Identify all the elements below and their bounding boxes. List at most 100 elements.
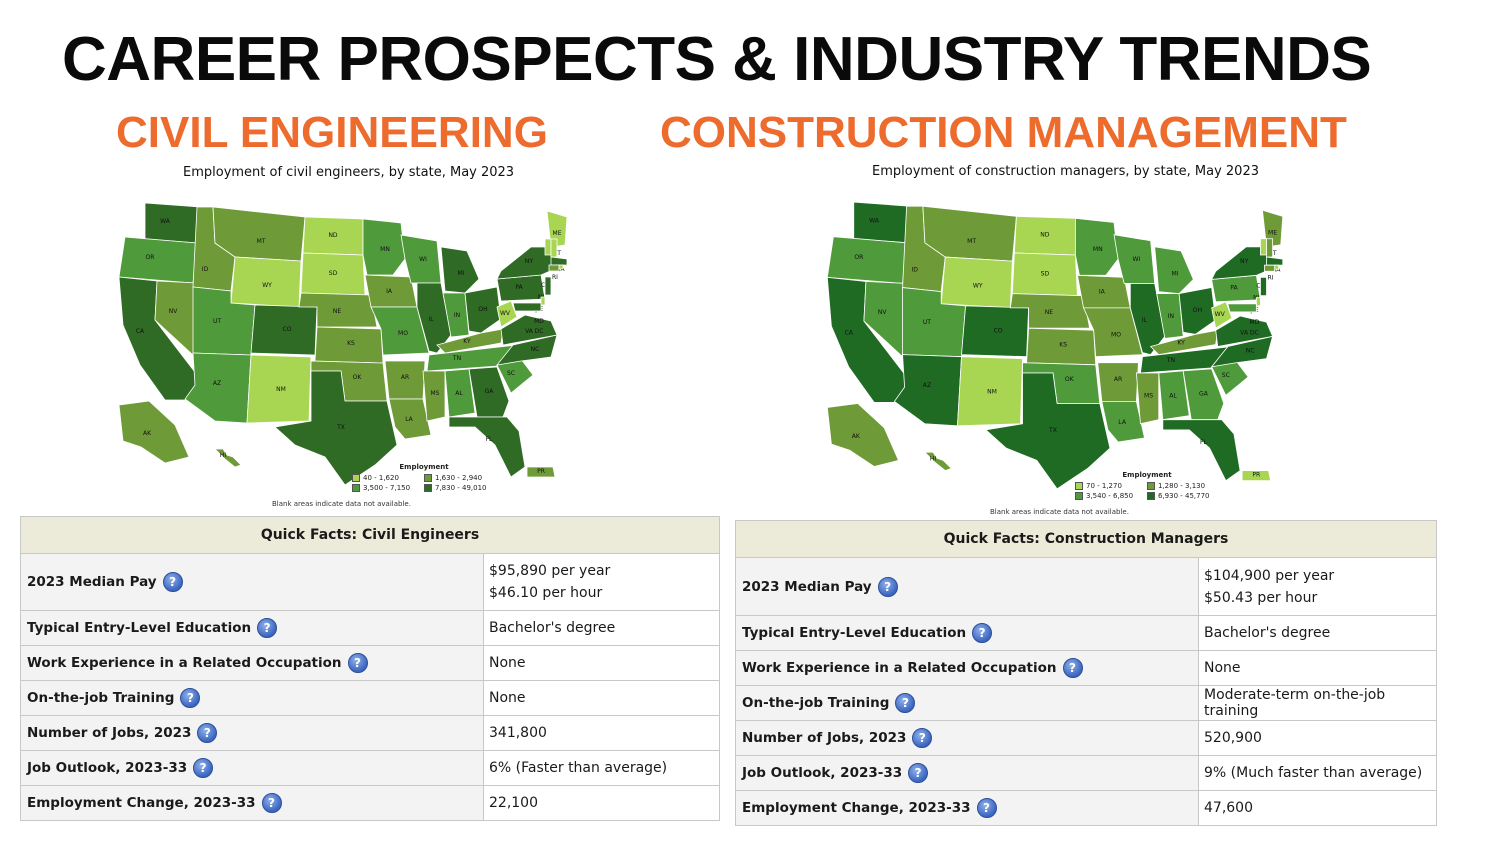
help-icon[interactable]: ? [877,576,898,597]
help-icon[interactable]: ? [257,618,278,638]
state-ri [1274,264,1280,270]
facts-row: Work Experience in a Related Occupation?… [735,650,1437,686]
facts-row: On-the-job Training? Moderate-term on-the… [735,685,1437,721]
civil-engineering-heading: CIVIL ENGINEERING [116,108,548,157]
state-label: ND [328,232,337,239]
help-icon[interactable]: ? [1062,658,1083,678]
state-dc [1249,311,1253,315]
facts-value: $95,890 per year [489,563,611,579]
state-label: OK [1065,376,1075,383]
state-dc [534,310,538,314]
legend-label: 3,500 - 7,150 [363,484,411,492]
facts-label: On-the-job Training [742,695,890,711]
facts-value-cell: None [483,680,720,716]
quick-facts-header: Quick Facts: Civil Engineers [20,516,720,554]
state-label: GA [485,388,495,395]
help-icon[interactable]: ? [895,693,916,713]
state-label: PA [515,284,523,291]
state-label: HI [930,455,937,462]
help-icon[interactable]: ? [197,723,218,743]
civil-employment-map: WA OR CA NV ID MT WY UT AZ CO NM ND SD NE KS OK TX MN IA MO… [118,202,568,486]
facts-label-cell: Number of Jobs, 2023? [20,715,484,751]
state-or [826,236,908,284]
state-label: NV [169,308,178,315]
facts-label: Work Experience in a Related Occupation [27,655,342,671]
help-icon[interactable]: ? [347,653,368,673]
state-mo [370,306,430,356]
help-icon[interactable]: ? [976,798,997,818]
state-label: MT [967,238,976,245]
state-label: MN [1093,246,1103,253]
state-label: AK [852,433,861,440]
facts-value: 520,900 [1204,730,1262,746]
facts-value: 9% (Much faster than average) [1204,765,1423,781]
state-az [184,352,252,424]
facts-label: Job Outlook, 2023-33 [742,765,903,781]
state-ct [548,264,560,272]
facts-label: Number of Jobs, 2023 [27,725,192,741]
state-label: DC [1250,329,1259,336]
state-label: AR [1114,376,1123,383]
facts-value-secondary: $50.43 per hour [1204,589,1318,606]
help-icon[interactable]: ? [912,728,933,748]
state-oh [1178,287,1217,335]
state-me [546,210,568,248]
state-la [388,398,432,440]
help-icon[interactable]: ? [180,688,201,708]
legend-item: 1,630 - 2,940 [424,474,496,482]
state-label: SD [329,270,338,277]
facts-row: Job Outlook, 2023-33? 6% (Faster than ave… [20,750,720,786]
facts-value: None [489,690,526,706]
state-label: MO [398,330,408,337]
help-icon[interactable]: ? [908,763,929,783]
state-label: FL [486,436,493,443]
facts-label-cell: Work Experience in a Related Occupation? [20,645,484,681]
state-de [540,296,546,306]
state-hi [214,448,242,468]
state-label: VA [1240,329,1249,336]
facts-row: Typical Entry-Level Education? Bachelor's… [735,615,1437,651]
facts-row: Job Outlook, 2023-33? 9% (Much faster tha… [735,755,1437,791]
state-label: ME [1268,230,1277,237]
help-icon[interactable]: ? [972,623,993,643]
facts-value-cell: 47,600 [1198,790,1437,826]
construction-map-caption: Employment of construction managers, by … [872,164,1259,179]
legend-item: 70 - 1,270 [1075,482,1147,490]
state-label: IN [1168,313,1174,320]
quick-facts-header: Quick Facts: Construction Managers [735,520,1437,558]
legend-swatch [424,484,432,492]
facts-label-cell: Typical Entry-Level Education? [735,615,1199,651]
state-label: MD [1249,319,1259,326]
state-label: CO [283,326,292,333]
legend-label: 6,930 - 45,770 [1158,492,1210,500]
facts-value: 341,800 [489,725,547,741]
state-ms [1135,372,1160,425]
facts-value-cell: 22,100 [483,785,720,821]
state-ri [558,264,564,270]
facts-label-cell: Job Outlook, 2023-33? [735,755,1199,791]
state-ak [826,403,900,467]
legend-item: 1,280 - 3,130 [1147,482,1219,490]
state-ma [1266,256,1284,266]
state-label: NC [1246,348,1255,355]
state-label: KS [1059,342,1067,349]
legend-swatch [1147,492,1155,500]
facts-value: 6% (Faster than average) [489,760,668,776]
state-mi [1154,246,1194,295]
help-icon[interactable]: ? [193,758,214,778]
state-pr [1241,470,1272,482]
state-label: ID [912,266,919,273]
help-icon[interactable]: ? [162,572,183,592]
facts-label: Work Experience in a Related Occupation [742,660,1057,676]
help-icon[interactable]: ? [261,793,282,813]
state-label: MI [1171,270,1178,277]
legend-label: 70 - 1,270 [1086,482,1122,490]
facts-label: Typical Entry-Level Education [742,625,967,641]
state-wa [144,202,201,244]
state-label: GA [1199,390,1209,397]
state-label: FL [1200,439,1208,446]
civil-blank-note: Blank areas indicate data not available. [272,500,411,508]
state-nh [1266,238,1274,258]
facts-row: Employment Change, 2023-33? 47,600 [735,790,1437,826]
facts-label: Typical Entry-Level Education [27,620,252,636]
